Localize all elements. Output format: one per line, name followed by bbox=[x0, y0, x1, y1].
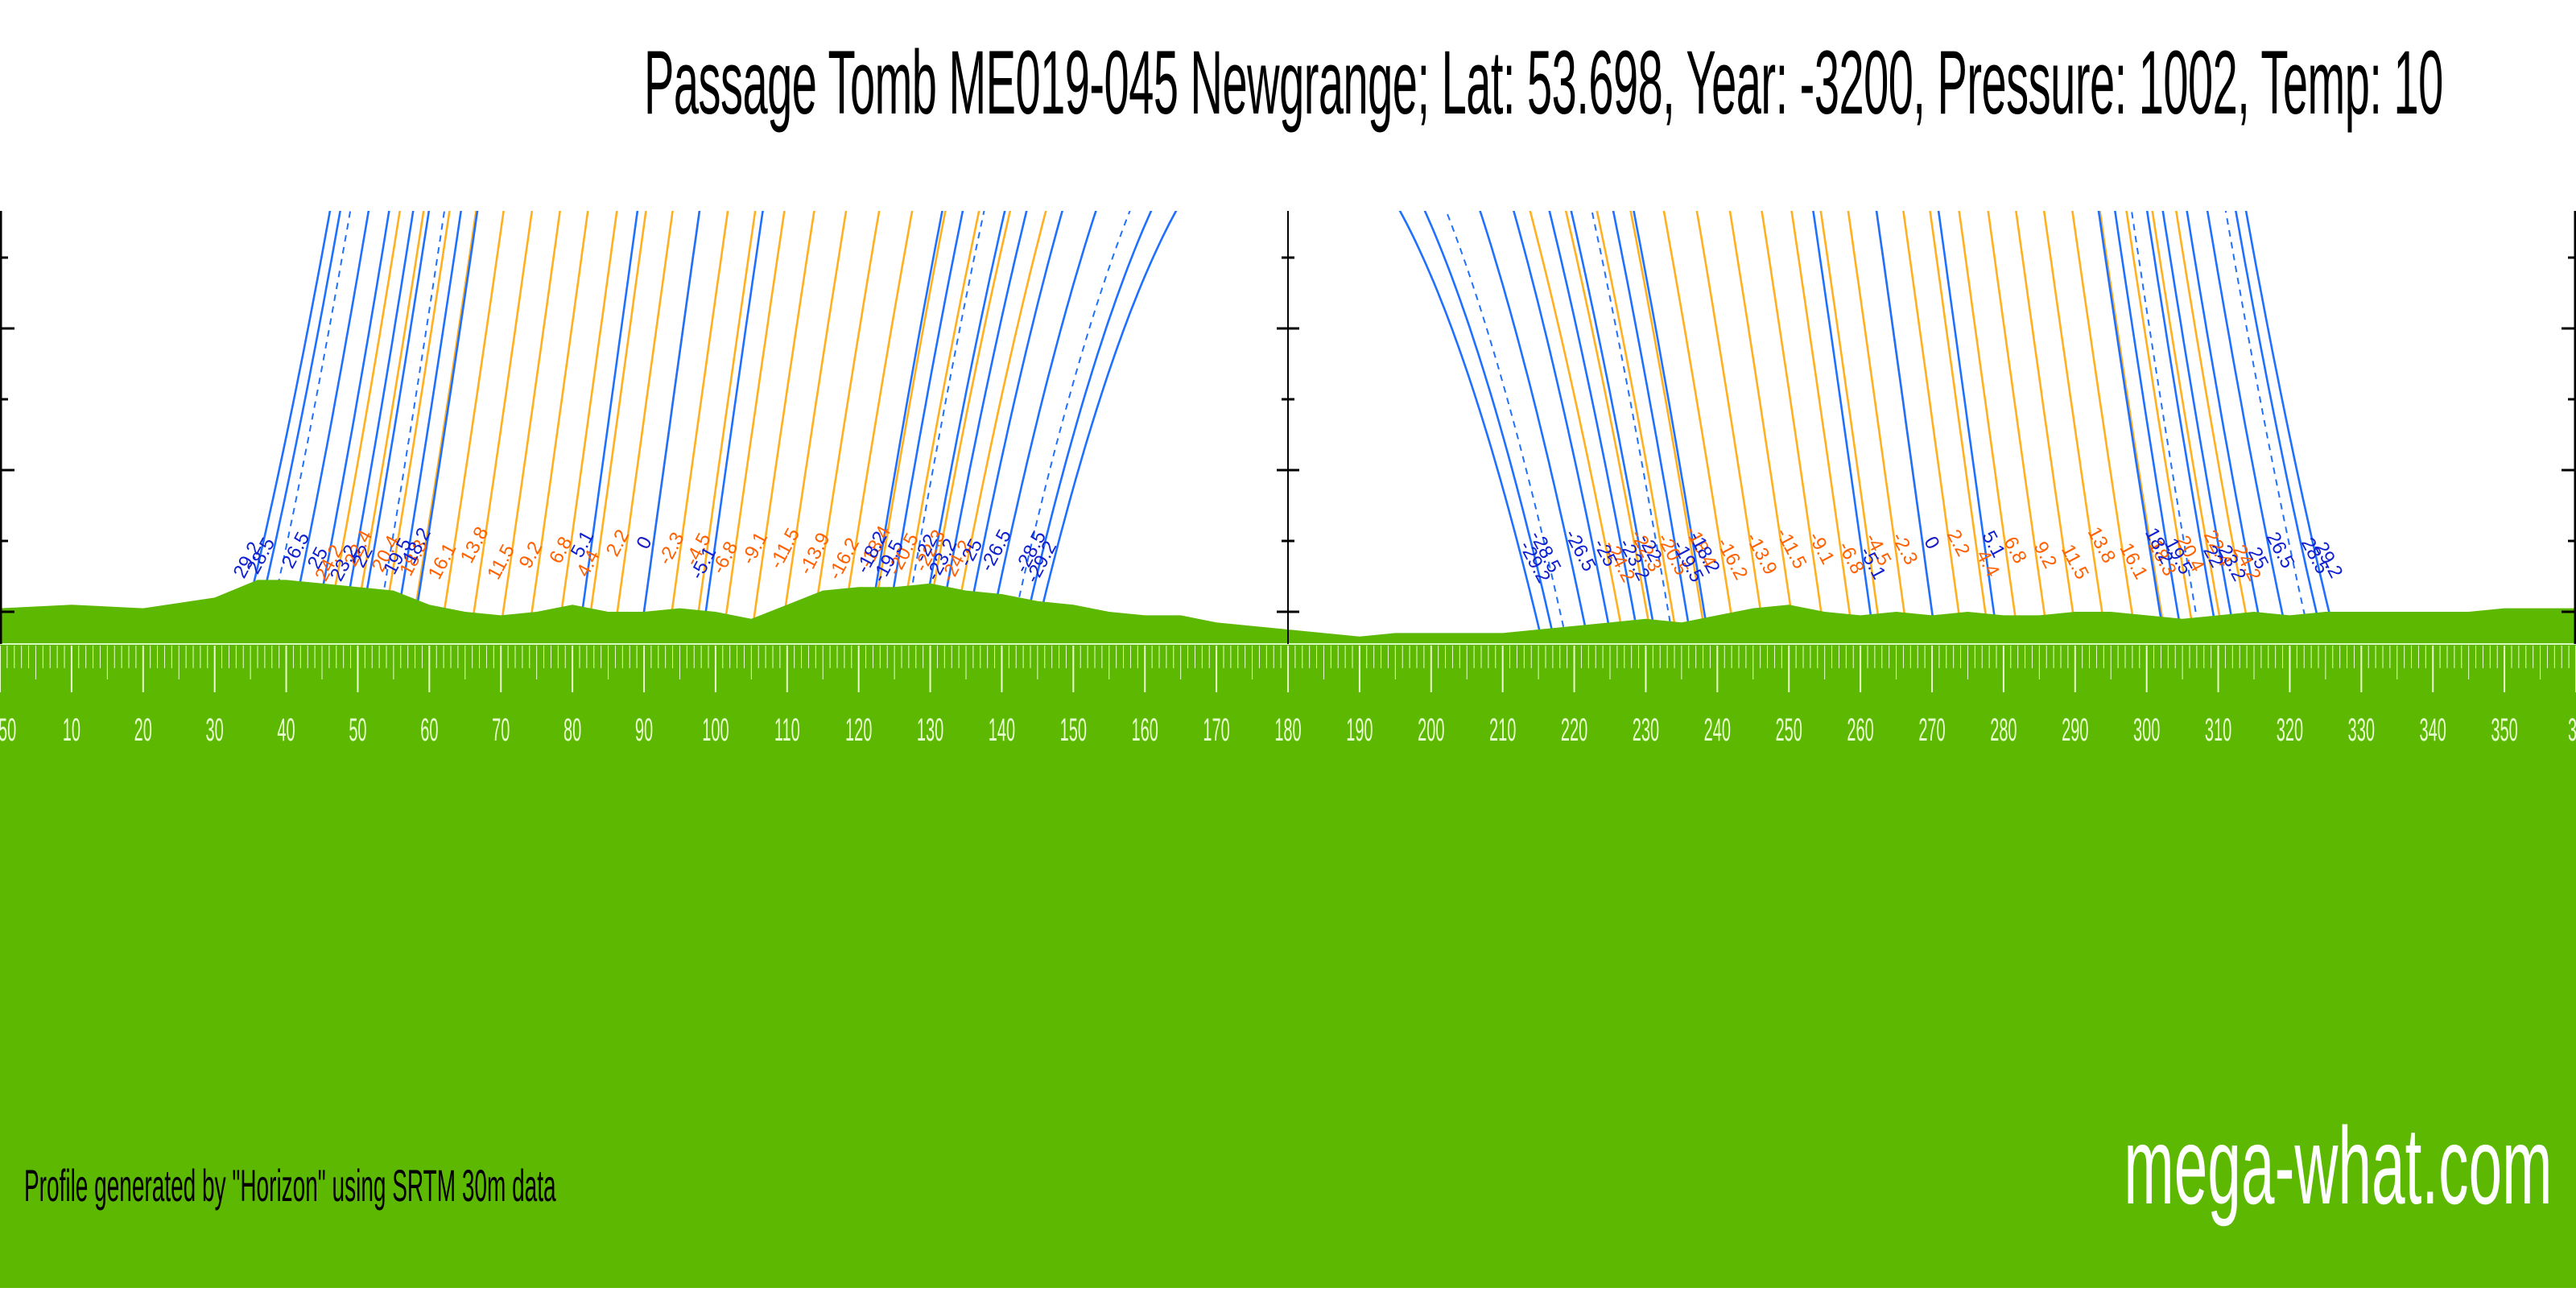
azimuth-tick-label-350: 350 bbox=[2491, 711, 2517, 748]
azimuth-tick-label-130: 130 bbox=[917, 711, 943, 748]
azimuth-edge-label-right: 36 bbox=[2568, 711, 2576, 748]
azimuth-tick-label-190: 190 bbox=[1346, 711, 1373, 748]
azimuth-tick-label-50: 50 bbox=[349, 711, 366, 748]
azimuth-tick-label-270: 270 bbox=[1918, 711, 1945, 748]
azimuth-tick-label-210: 210 bbox=[1489, 711, 1516, 748]
azimuth-tick-label-250: 250 bbox=[1776, 711, 1802, 748]
chart-title: Passage Tomb ME019-045 Newgrange; Lat: 5… bbox=[644, 32, 2443, 133]
azimuth-tick-label-40: 40 bbox=[277, 711, 295, 748]
moon-dashed-arc-0 bbox=[1007, 211, 1569, 646]
azimuth-tick-label-60: 60 bbox=[420, 711, 438, 748]
moon-arc-0 bbox=[1031, 211, 1545, 646]
azimuth-tick-label-290: 290 bbox=[2062, 711, 2088, 748]
azimuth-tick-label-320: 320 bbox=[2277, 711, 2303, 748]
azimuth-tick-label-120: 120 bbox=[845, 711, 872, 748]
arcs-layer bbox=[237, 211, 2339, 646]
azimuth-tick-label-30: 30 bbox=[206, 711, 224, 748]
azimuth-tick-label-110: 110 bbox=[774, 711, 800, 748]
azimuth-tick-label-100: 100 bbox=[702, 711, 729, 748]
azimuth-edge-label-left: 50 bbox=[0, 711, 16, 748]
azimuth-tick-label-90: 90 bbox=[635, 711, 653, 748]
azimuth-tick-label-300: 300 bbox=[2133, 711, 2160, 748]
azimuth-tick-label-160: 160 bbox=[1132, 711, 1158, 748]
azimuth-tick-label-140: 140 bbox=[989, 711, 1015, 748]
azimuth-tick-label-330: 330 bbox=[2348, 711, 2375, 748]
azimuth-tick-label-150: 150 bbox=[1060, 711, 1087, 748]
azimuth-tick-label-220: 220 bbox=[1561, 711, 1587, 748]
azimuth-tick-label-80: 80 bbox=[564, 711, 581, 748]
azimuth-tick-label-240: 240 bbox=[1704, 711, 1731, 748]
brand-watermark: mega-what.com bbox=[2123, 1104, 2552, 1227]
azimuth-tick-label-180: 180 bbox=[1274, 711, 1301, 748]
azimuth-tick-label-310: 310 bbox=[2205, 711, 2231, 748]
azimuth-tick-label-170: 170 bbox=[1203, 711, 1229, 748]
moon-arc-1 bbox=[1019, 211, 1557, 646]
axis-layer: 10 20 30 40 50 60 70 80 90 100 110 120 130 140 150 160 1… bbox=[0, 211, 2576, 748]
azimuth-tick-label-340: 340 bbox=[2420, 711, 2446, 748]
azimuth-tick-label-70: 70 bbox=[492, 711, 510, 748]
azimuth-tick-label-280: 280 bbox=[1990, 711, 2017, 748]
moon-arc-3 bbox=[962, 211, 1614, 646]
azimuth-tick-label-260: 260 bbox=[1847, 711, 1873, 748]
azimuth-tick-label-20: 20 bbox=[134, 711, 152, 748]
arc-labels-layer: -24.2 -24.2-22.3 -22.3-20.5 -20.5-18.4 -18.4… bbox=[229, 522, 2347, 587]
azimuth-tick-label-200: 200 bbox=[1418, 711, 1444, 748]
moon-arc-2 bbox=[985, 211, 1591, 646]
credit-text: Profile generated by "Horizon" using SRT… bbox=[24, 1160, 556, 1211]
azimuth-tick-label-10: 10 bbox=[63, 711, 80, 748]
azimuth-tick-label-230: 230 bbox=[1633, 711, 1659, 748]
horizon-profile bbox=[0, 580, 2576, 1288]
